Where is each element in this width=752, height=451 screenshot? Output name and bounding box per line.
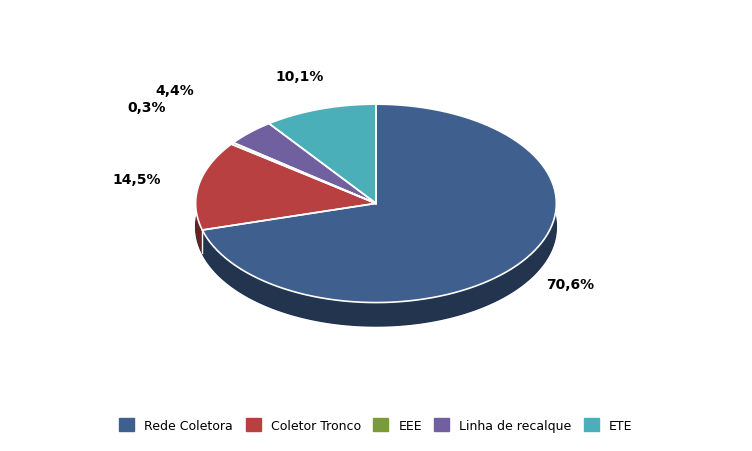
Text: 70,6%: 70,6% [546,278,594,292]
Text: 0,3%: 0,3% [127,101,165,115]
Polygon shape [202,105,556,303]
Text: 14,5%: 14,5% [112,172,161,186]
Polygon shape [233,124,376,227]
Polygon shape [232,143,233,168]
Polygon shape [269,105,376,227]
Polygon shape [202,105,556,326]
Polygon shape [196,145,232,254]
Legend: Rede Coletora, Coletor Tronco, EEE, Linha de recalque, ETE: Rede Coletora, Coletor Tronco, EEE, Linh… [114,413,638,437]
Polygon shape [196,129,556,326]
Polygon shape [269,105,376,147]
Polygon shape [233,124,376,204]
Polygon shape [196,145,376,254]
Polygon shape [202,105,556,326]
Text: 4,4%: 4,4% [155,83,194,97]
Polygon shape [196,145,376,230]
Polygon shape [233,124,269,167]
Text: 10,1%: 10,1% [276,70,324,84]
Polygon shape [269,105,376,204]
Polygon shape [232,143,376,204]
Polygon shape [232,143,376,227]
